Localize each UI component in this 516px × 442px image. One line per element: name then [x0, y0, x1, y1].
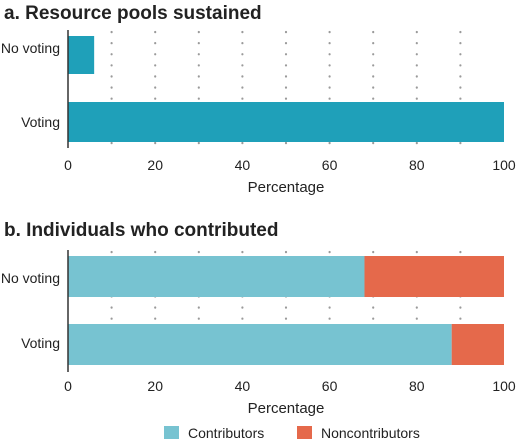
panel-a: a. Resource pools sustained No voting Vo…	[1, 3, 516, 196]
panel-a-category-label: Voting	[21, 114, 60, 130]
panel-b-tick-label: 100	[492, 378, 516, 394]
panel-b-tick-label: 80	[409, 378, 425, 394]
panel-b-category-label: No voting	[1, 270, 60, 286]
panel-a-tick-label: 60	[322, 157, 338, 173]
panel-a-x-axis-label: Percentage	[248, 179, 325, 196]
legend: Contributors Noncontributors	[164, 425, 420, 441]
panel-b-title: b. Individuals who contributed	[4, 220, 278, 241]
panel-a-bar	[68, 102, 504, 142]
panel-a-tick-label: 20	[147, 157, 163, 173]
panel-a-tick-label: 0	[64, 157, 72, 173]
panel-a-title: a. Resource pools sustained	[4, 3, 262, 24]
panel-a-tick-labels: 0 20 40 60 80 100	[64, 157, 516, 173]
panel-b-tick-labels: 0 20 40 60 80 100	[64, 378, 516, 394]
panel-b-tick-label: 60	[322, 378, 338, 394]
panel-b-category-label: Voting	[21, 335, 60, 351]
legend-swatch-contributors	[164, 426, 179, 439]
panel-a-category-label: No voting	[1, 40, 60, 56]
panel-a-tick-label: 80	[409, 157, 425, 173]
panel-b-tick-label: 0	[64, 378, 72, 394]
panel-a-tick-label: 100	[492, 157, 516, 173]
panel-b-bar	[68, 324, 452, 365]
panel-a-bar	[68, 36, 95, 74]
panel-b: b. Individuals who contributed No voting…	[1, 220, 516, 417]
legend-swatch-noncontributors	[297, 426, 312, 439]
panel-b-bar	[451, 324, 504, 365]
legend-label-noncontributors: Noncontributors	[321, 425, 420, 441]
panel-b-bar	[364, 256, 504, 297]
panel-b-tick-label: 40	[235, 378, 251, 394]
panel-b-bars	[68, 256, 504, 365]
panel-b-x-axis-label: Percentage	[248, 400, 325, 417]
panel-a-bars	[68, 36, 504, 142]
panel-b-tick-label: 20	[147, 378, 163, 394]
legend-label-contributors: Contributors	[188, 425, 264, 441]
panel-b-bar	[68, 256, 365, 297]
panel-a-tick-label: 40	[235, 157, 251, 173]
